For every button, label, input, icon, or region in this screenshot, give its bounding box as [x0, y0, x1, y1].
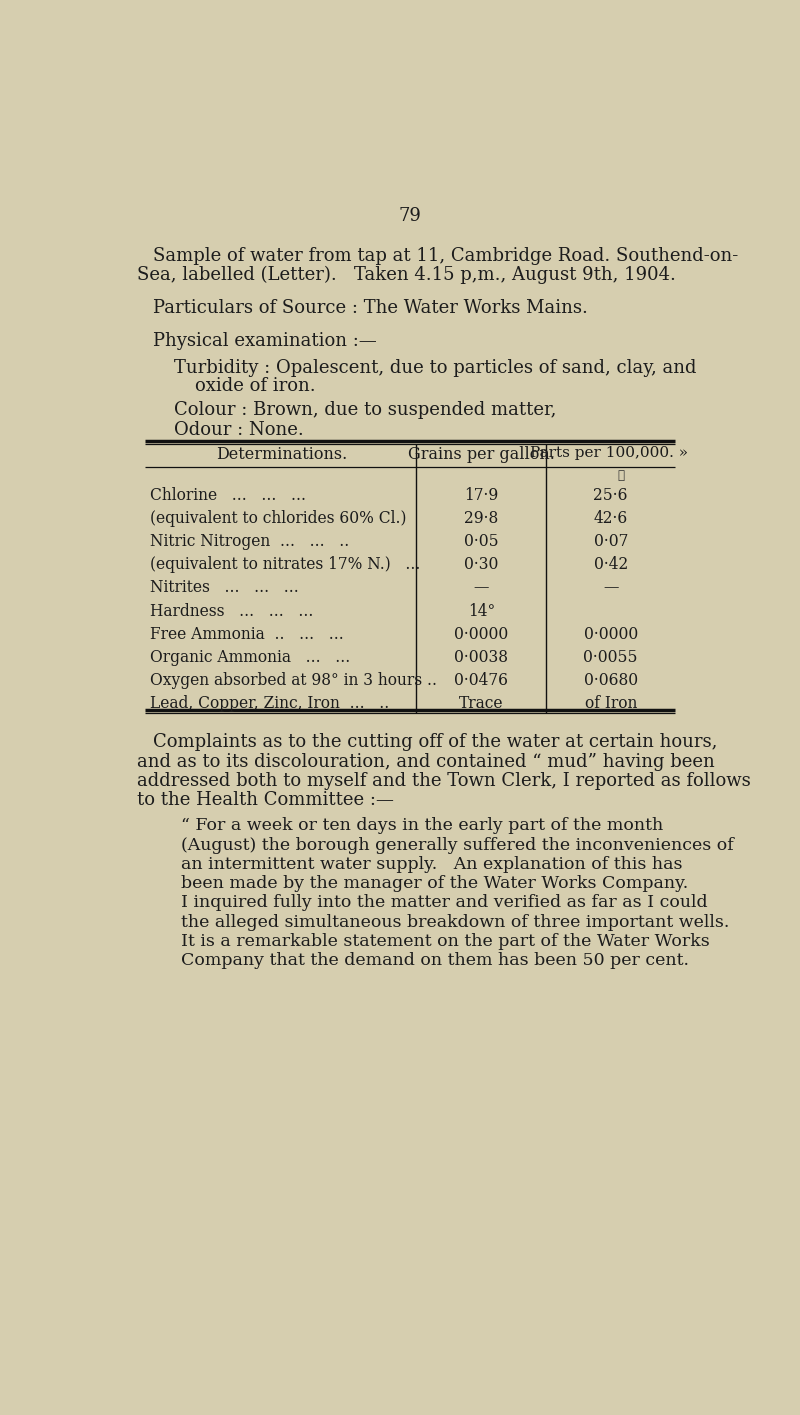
Text: Lead, Copper, Zinc, Iron  ...   ..: Lead, Copper, Zinc, Iron ... ..	[150, 695, 389, 712]
Text: Colour : Brown, due to suspended matter,: Colour : Brown, due to suspended matter,	[174, 400, 556, 419]
Text: Company that the demand on them has been 50 per cent.: Company that the demand on them has been…	[182, 952, 690, 969]
Text: Organic Ammonia   ...   ...: Organic Ammonia ... ...	[150, 648, 350, 665]
Text: 0·05: 0·05	[464, 533, 498, 550]
Text: addressed both to myself and the Town Clerk, I reported as follows: addressed both to myself and the Town Cl…	[138, 773, 751, 790]
Text: Physical examination :—: Physical examination :—	[153, 331, 377, 350]
Text: 0·0000: 0·0000	[584, 625, 638, 642]
Text: 29·8: 29·8	[464, 511, 498, 528]
Text: ➤: ➤	[618, 470, 624, 483]
Text: Determinations.: Determinations.	[217, 446, 348, 463]
Text: 42·6: 42·6	[594, 511, 628, 528]
Text: —: —	[474, 579, 489, 597]
Text: Free Ammonia  ..   ...   ...: Free Ammonia .. ... ...	[150, 625, 343, 642]
Text: 0·0038: 0·0038	[454, 648, 508, 665]
Text: 14°: 14°	[468, 603, 495, 620]
Text: Odour : None.: Odour : None.	[174, 420, 303, 439]
Text: 17·9: 17·9	[464, 487, 498, 504]
Text: Chlorine   ...   ...   ...: Chlorine ... ... ...	[150, 487, 306, 504]
Text: 0·0680: 0·0680	[584, 672, 638, 689]
Text: Grains per gallon.: Grains per gallon.	[408, 446, 554, 463]
Text: (equivalent to nitrates 17% N.)   ...: (equivalent to nitrates 17% N.) ...	[150, 556, 420, 573]
Text: 0·0055: 0·0055	[583, 648, 638, 665]
Text: Hardness   ...   ...   ...: Hardness ... ... ...	[150, 603, 313, 620]
Text: 0·0000: 0·0000	[454, 625, 509, 642]
Text: (August) the borough generally suffered the inconveniences of: (August) the borough generally suffered …	[182, 836, 734, 853]
Text: Sample of water from tap at 11, Cambridge Road. Southend-on-: Sample of water from tap at 11, Cambridg…	[153, 246, 738, 265]
Text: and as to its discolouration, and contained “ mud” having been: and as to its discolouration, and contai…	[138, 753, 715, 771]
Text: of Iron: of Iron	[585, 695, 637, 712]
Text: Complaints as to the cutting off of the water at certain hours,: Complaints as to the cutting off of the …	[153, 733, 717, 751]
Text: 0·0476: 0·0476	[454, 672, 508, 689]
Text: Sea, labelled (Letter).   Taken 4.15 p,m., August 9th, 1904.: Sea, labelled (Letter). Taken 4.15 p,m.,…	[138, 265, 676, 283]
Text: (equivalent to chlorides 60% Cl.): (equivalent to chlorides 60% Cl.)	[150, 511, 406, 528]
Text: Turbidity : Opalescent, due to particles of sand, clay, and: Turbidity : Opalescent, due to particles…	[174, 359, 696, 378]
Text: 0·07: 0·07	[594, 533, 628, 550]
Text: Nitric Nitrogen  ...   ...   ..: Nitric Nitrogen ... ... ..	[150, 533, 349, 550]
Text: Trace: Trace	[459, 695, 503, 712]
Text: Parts per 100,000. »: Parts per 100,000. »	[530, 446, 688, 460]
Text: the alleged simultaneous breakdown of three important wells.: the alleged simultaneous breakdown of th…	[182, 914, 730, 931]
Text: to the Health Committee :—: to the Health Committee :—	[138, 791, 394, 809]
Text: I inquired fully into the matter and verified as far as I could: I inquired fully into the matter and ver…	[182, 894, 708, 911]
Text: Oxygen absorbed at 98° in 3 hours ..: Oxygen absorbed at 98° in 3 hours ..	[150, 672, 437, 689]
Text: “ For a week or ten days in the early part of the month: “ For a week or ten days in the early pa…	[182, 818, 664, 835]
Text: Particulars of Source : The Water Works Mains.: Particulars of Source : The Water Works …	[153, 299, 587, 317]
Text: 25·6: 25·6	[594, 487, 628, 504]
Text: It is a remarkable statement on the part of the Water Works: It is a remarkable statement on the part…	[182, 932, 710, 949]
Text: oxide of iron.: oxide of iron.	[195, 376, 316, 395]
Text: —: —	[603, 579, 618, 597]
Text: been made by the manager of the Water Works Company.: been made by the manager of the Water Wo…	[182, 874, 689, 891]
Text: 0·30: 0·30	[464, 556, 498, 573]
Text: 0·42: 0·42	[594, 556, 628, 573]
Text: Nitrites   ...   ...   ...: Nitrites ... ... ...	[150, 579, 298, 597]
Text: 79: 79	[398, 207, 422, 225]
Text: an intermittent water supply.   An explanation of this has: an intermittent water supply. An explana…	[182, 856, 683, 873]
